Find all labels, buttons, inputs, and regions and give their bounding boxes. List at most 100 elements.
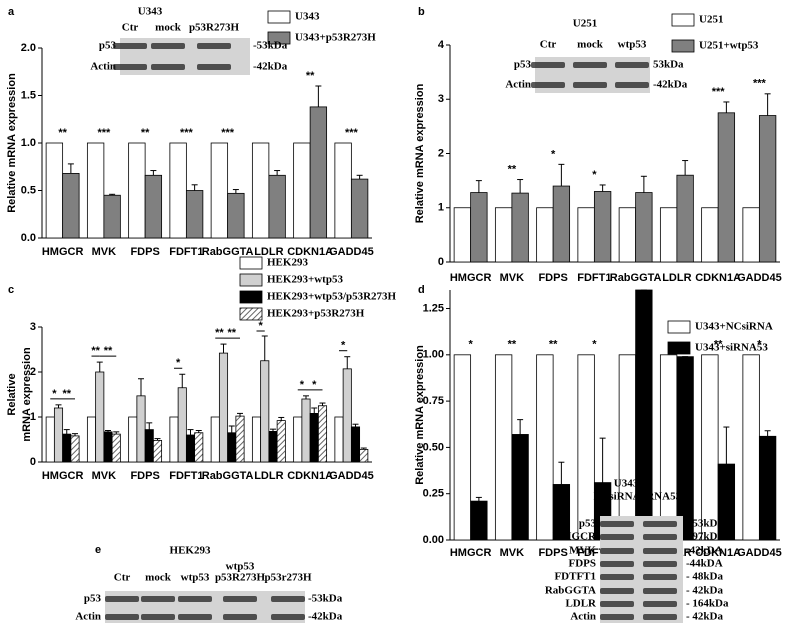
bar: [268, 174, 286, 239]
blot-band: [113, 64, 147, 70]
significance-label: *: [592, 169, 597, 181]
bar: [177, 387, 187, 463]
bar: [334, 142, 352, 239]
legend-swatch: [667, 341, 691, 355]
row-label: p53: [84, 593, 102, 605]
size-label: - 42kDa: [686, 585, 723, 597]
y-tick-label: 1.00: [423, 349, 444, 361]
y-tick-label: 3: [438, 93, 444, 105]
blot-band: [643, 534, 677, 540]
bar: [453, 354, 472, 541]
x-tick-label: LDLR: [254, 246, 283, 258]
lane-label: wtp53: [226, 561, 255, 573]
significance-label: **: [104, 345, 113, 357]
bar: [103, 194, 121, 239]
y-tick-label: 4: [438, 39, 445, 51]
bar: [218, 352, 229, 463]
bar: [111, 433, 121, 463]
blot-band: [643, 574, 677, 580]
blot-band: [223, 614, 257, 620]
blot-band: [600, 548, 634, 554]
bar: [453, 207, 472, 263]
blot-band: [178, 596, 212, 602]
bar: [350, 178, 369, 239]
x-tick-label: MVK: [500, 547, 525, 559]
blot-band: [197, 43, 231, 49]
row-label: Actin: [505, 79, 531, 91]
significance-label: *: [300, 379, 305, 391]
bar: [169, 142, 187, 239]
panel-letter: d: [418, 284, 425, 296]
bar: [128, 416, 138, 463]
bar: [635, 192, 653, 263]
y-axis-label: mRNA expression: [21, 347, 33, 442]
size-label: - 97kDa: [686, 531, 723, 543]
size-label: -42kDa: [308, 611, 343, 623]
x-tick-label: MVK: [500, 272, 525, 284]
bar: [701, 207, 719, 263]
bar: [227, 192, 245, 239]
blot-band: [113, 43, 147, 49]
significance-label: **: [508, 163, 517, 175]
blot-band: [105, 596, 139, 602]
legend-swatch: [239, 290, 263, 304]
significance-label: **: [306, 70, 315, 82]
blot-band: [573, 62, 607, 68]
blot-band: [643, 601, 677, 607]
lane-label: NCsiRNA: [593, 491, 640, 503]
x-tick-label: FDFT1: [169, 470, 203, 482]
significance-label: **: [549, 339, 558, 351]
row-label: HMGCR: [553, 531, 597, 543]
x-tick-label: MVK: [92, 246, 117, 258]
row-label: FDPS: [569, 558, 597, 570]
x-tick-label: RabGGTA: [202, 246, 254, 258]
size-label: -42kDa: [653, 79, 688, 91]
x-tick-label: GADD45: [329, 470, 374, 482]
y-axis-label: Relative: [6, 373, 18, 415]
blot-title: U343: [138, 6, 163, 18]
size-label: -53kDa: [253, 40, 288, 52]
lane-label: siRNA53: [639, 491, 682, 503]
x-tick-label: HMGCR: [450, 272, 492, 284]
bar: [742, 207, 760, 263]
blot-band: [600, 614, 634, 620]
bar: [494, 354, 513, 541]
bar: [317, 405, 328, 463]
row-label: FDTFT1: [554, 571, 596, 583]
lane-label: p53R273H: [215, 572, 266, 584]
bar: [511, 434, 529, 541]
blot-band: [223, 596, 257, 602]
significance-label: *: [52, 388, 57, 400]
lane-label: Ctr: [114, 572, 131, 584]
legend-label: U251: [699, 14, 723, 26]
size-label: -42kDA: [686, 545, 723, 557]
x-tick-label: RabGGTA: [202, 470, 254, 482]
x-tick-label: FDFT1: [169, 246, 203, 258]
blot-band: [141, 614, 175, 620]
bar: [260, 360, 270, 463]
size-label: 53kDa: [653, 59, 684, 71]
y-tick-label: 0.25: [423, 488, 444, 500]
blot-band: [643, 614, 677, 620]
bar: [470, 500, 488, 541]
size-label: - 48kDa: [686, 571, 723, 583]
x-tick-label: HMGCR: [42, 246, 84, 258]
blot-band: [600, 521, 634, 527]
bar: [334, 416, 344, 463]
legend-swatch: [239, 273, 263, 287]
y-tick-label: 1: [30, 411, 36, 423]
bar: [577, 207, 595, 263]
bar: [659, 207, 678, 263]
bar: [350, 426, 361, 463]
significance-label: **: [508, 339, 517, 351]
significance-label: **: [91, 345, 100, 357]
significance-label: *: [176, 357, 181, 369]
legend-label: U343+NCsiRNA: [695, 321, 773, 333]
legend-swatch: [267, 10, 291, 24]
blot-band: [600, 534, 634, 540]
blot-band: [600, 574, 634, 580]
bar: [309, 412, 319, 463]
y-tick-label: 1.0: [21, 137, 36, 149]
bar: [552, 185, 571, 263]
